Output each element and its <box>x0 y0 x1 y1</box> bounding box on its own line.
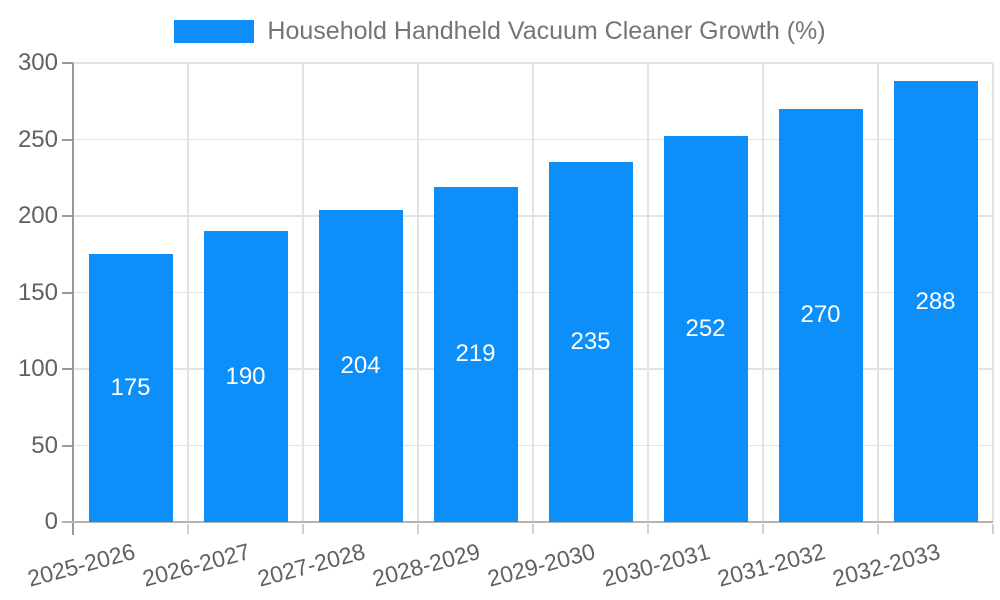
x-tick-mark <box>877 524 879 534</box>
bar-2032-2033[interactable]: 288 <box>893 81 978 522</box>
bar-value-label: 270 <box>800 301 841 329</box>
x-gridline <box>187 63 189 522</box>
y-axis-tick-label: 200 <box>17 202 58 229</box>
x-gridline <box>762 63 764 522</box>
x-axis-tick-label: 2025-2026 <box>24 538 138 592</box>
bar-2027-2028[interactable]: 204 <box>318 209 403 522</box>
x-tick-mark <box>992 524 994 534</box>
x-tick-mark <box>762 524 764 534</box>
y-axis-tick-label: 150 <box>17 278 58 306</box>
bar-2030-2031[interactable]: 252 <box>663 136 748 522</box>
y-axis-tick-label: 250 <box>17 125 58 153</box>
legend-label: Household Handheld Vacuum Cleaner Growth… <box>267 17 826 45</box>
y-tick-mark <box>62 215 73 217</box>
bar-value-label: 252 <box>685 315 726 343</box>
bar-2031-2032[interactable]: 270 <box>778 108 863 522</box>
bar-value-label: 235 <box>570 328 611 356</box>
x-tick-mark <box>647 524 649 534</box>
x-axis-tick-label: 2030-2031 <box>599 538 713 592</box>
x-tick-mark <box>417 524 419 534</box>
legend[interactable]: Household Handheld Vacuum Cleaner Growth… <box>0 18 1000 44</box>
x-gridline <box>417 63 419 522</box>
y-axis-tick-label: 50 <box>31 431 58 459</box>
x-axis-tick-label: 2031-2032 <box>714 538 828 592</box>
x-gridline <box>877 63 879 522</box>
y-tick-mark <box>62 138 73 141</box>
x-axis-tick-label: 2029-2030 <box>484 538 598 592</box>
legend-swatch-icon <box>174 19 255 43</box>
bar-2025-2026[interactable]: 175 <box>88 254 173 522</box>
y-tick-mark <box>62 368 73 370</box>
y-axis-tick-label: 0 <box>44 508 58 535</box>
y-tick-mark <box>62 291 73 294</box>
y-tick-mark <box>62 444 73 447</box>
bar-2028-2029[interactable]: 219 <box>433 186 518 522</box>
x-tick-mark <box>532 524 534 534</box>
x-axis-tick-label: 2027-2028 <box>254 538 368 592</box>
bar-value-label: 219 <box>455 340 496 368</box>
x-axis-tick-label: 2032-2033 <box>829 538 943 592</box>
bar-2026-2027[interactable]: 190 <box>203 231 288 522</box>
x-axis-line <box>62 521 993 523</box>
x-tick-mark <box>302 524 304 534</box>
x-gridline <box>532 63 534 522</box>
bar-value-label: 288 <box>915 287 956 315</box>
x-gridline <box>992 63 994 522</box>
bar-value-label: 175 <box>110 374 151 402</box>
x-gridline <box>647 63 649 522</box>
bar-2029-2030[interactable]: 235 <box>548 162 633 522</box>
x-gridline <box>302 63 304 522</box>
y-tick-mark <box>62 62 73 64</box>
y-axis-tick-label: 100 <box>17 355 58 382</box>
x-tick-mark <box>187 524 189 534</box>
bar-value-label: 190 <box>225 362 266 390</box>
y-axis-line <box>72 63 74 535</box>
x-axis-tick-label: 2028-2029 <box>369 538 483 592</box>
x-axis-tick-label: 2026-2027 <box>139 538 253 592</box>
bar-value-label: 204 <box>340 351 381 379</box>
y-axis-tick-label: 300 <box>17 49 58 76</box>
